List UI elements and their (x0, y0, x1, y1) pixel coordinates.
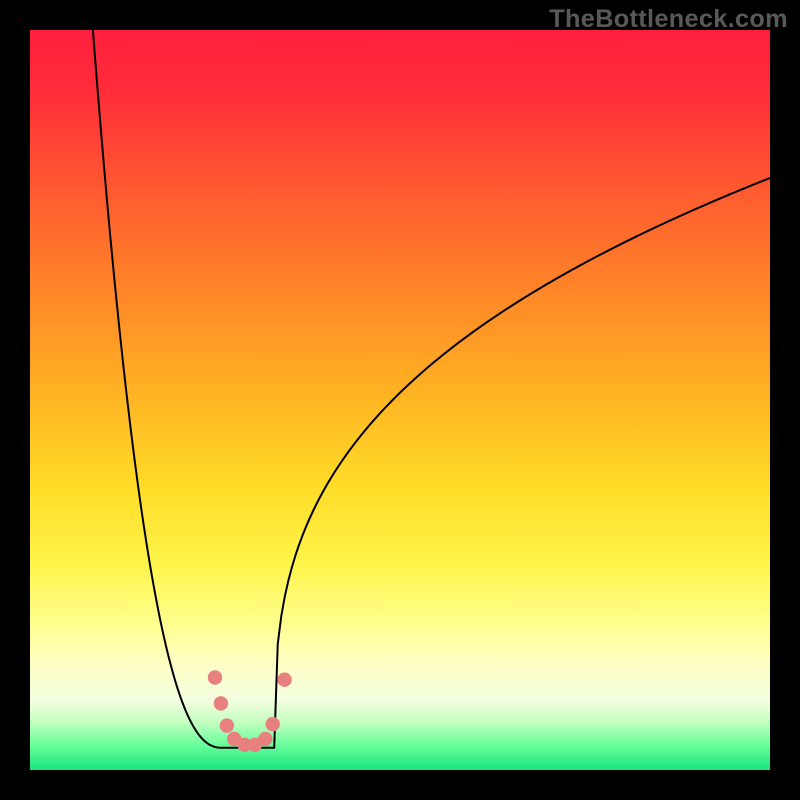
curve-marker (220, 718, 234, 732)
curve-layer (30, 30, 770, 770)
curve-marker (258, 732, 272, 746)
chart-frame: TheBottleneck.com (0, 0, 800, 800)
bottleneck-curve (93, 30, 770, 748)
curve-marker (266, 717, 280, 731)
curve-marker (208, 670, 222, 684)
watermark-text: TheBottleneck.com (549, 5, 788, 34)
curve-markers (208, 670, 292, 752)
curve-marker (277, 673, 291, 687)
curve-marker (214, 696, 228, 710)
plot-area (30, 30, 770, 770)
